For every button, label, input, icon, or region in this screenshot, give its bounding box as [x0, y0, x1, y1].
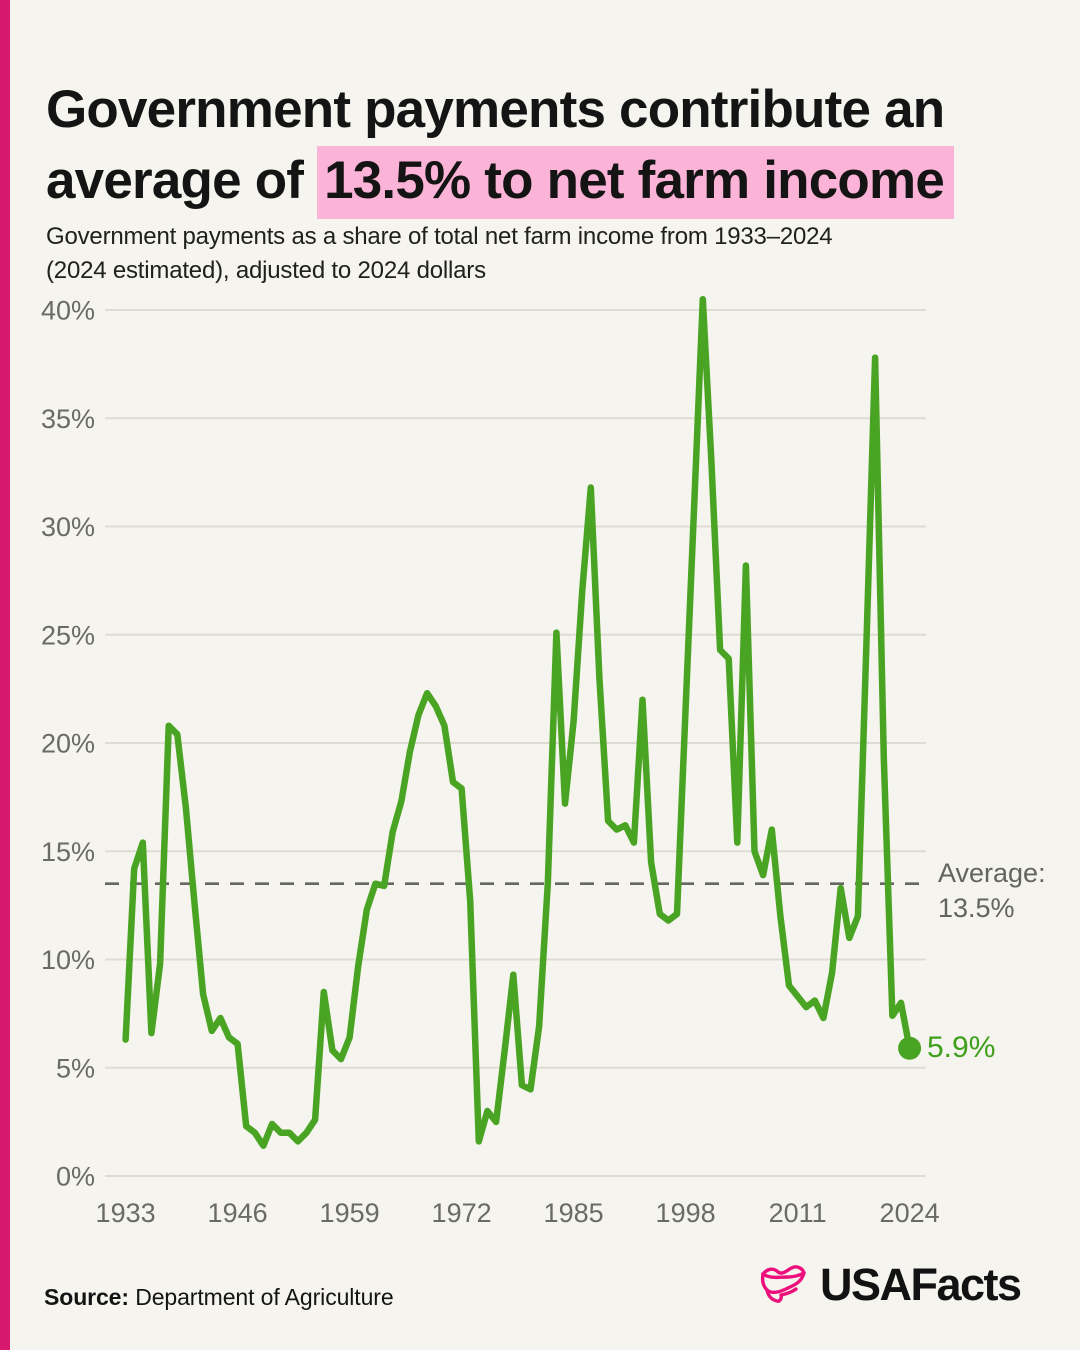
data-line-government-payments	[122, 295, 913, 1149]
endpoint-value-label: 5.9%	[927, 1031, 996, 1064]
usafacts-logo-icon	[760, 1265, 806, 1303]
x-axis-label-1985: 1985	[544, 1198, 604, 1228]
source-text: Department of Agriculture	[128, 1284, 394, 1310]
x-axis-label-1946: 1946	[208, 1198, 268, 1228]
chart-subtitle: Government payments as a share of total …	[46, 220, 946, 288]
x-axis-label-1933: 1933	[96, 1198, 156, 1228]
average-annotation-line-1: Average:	[938, 858, 1046, 888]
y-axis-label-20%: 20%	[41, 729, 95, 759]
source-attribution: Source: Department of Agriculture	[44, 1284, 394, 1311]
endpoint-dot	[898, 1036, 922, 1060]
y-axis-label-0%: 0%	[56, 1162, 95, 1192]
subtitle-line-1: Government payments as a share of total …	[46, 223, 833, 250]
y-axis-label-10%: 10%	[41, 945, 95, 975]
left-accent-bar	[0, 0, 10, 1350]
y-axis-label-40%: 40%	[41, 296, 95, 326]
source-label: Source:	[44, 1284, 129, 1310]
usafacts-logo-text: USAFacts	[820, 1259, 1022, 1310]
x-axis-label-2011: 2011	[769, 1198, 827, 1228]
title-line-1: Government payments contribute an	[46, 79, 945, 139]
x-axis-label-1959: 1959	[320, 1198, 380, 1228]
x-axis-label-1998: 1998	[656, 1198, 716, 1228]
usafacts-logo: USAFacts	[760, 1262, 1042, 1308]
page-title: Government payments contribute an averag…	[46, 74, 1036, 219]
title-highlight: 13.5% to net farm income	[317, 145, 954, 219]
y-axis-label-5%: 5%	[56, 1053, 95, 1083]
x-axis-label-1972: 1972	[432, 1198, 492, 1228]
subtitle-line-2: (2024 estimated), adjusted to 2024 dolla…	[46, 257, 486, 284]
y-axis-label-30%: 30%	[41, 512, 95, 542]
y-axis-label-15%: 15%	[41, 837, 95, 867]
y-axis-label-25%: 25%	[41, 620, 95, 650]
average-annotation-line-2: 13.5%	[938, 893, 1015, 923]
average-annotation: Average: 13.5%	[938, 856, 1046, 926]
title-line-2-prefix: average of	[46, 150, 318, 210]
x-axis-label-2024: 2024	[880, 1198, 940, 1228]
y-axis-label-35%: 35%	[41, 404, 95, 434]
